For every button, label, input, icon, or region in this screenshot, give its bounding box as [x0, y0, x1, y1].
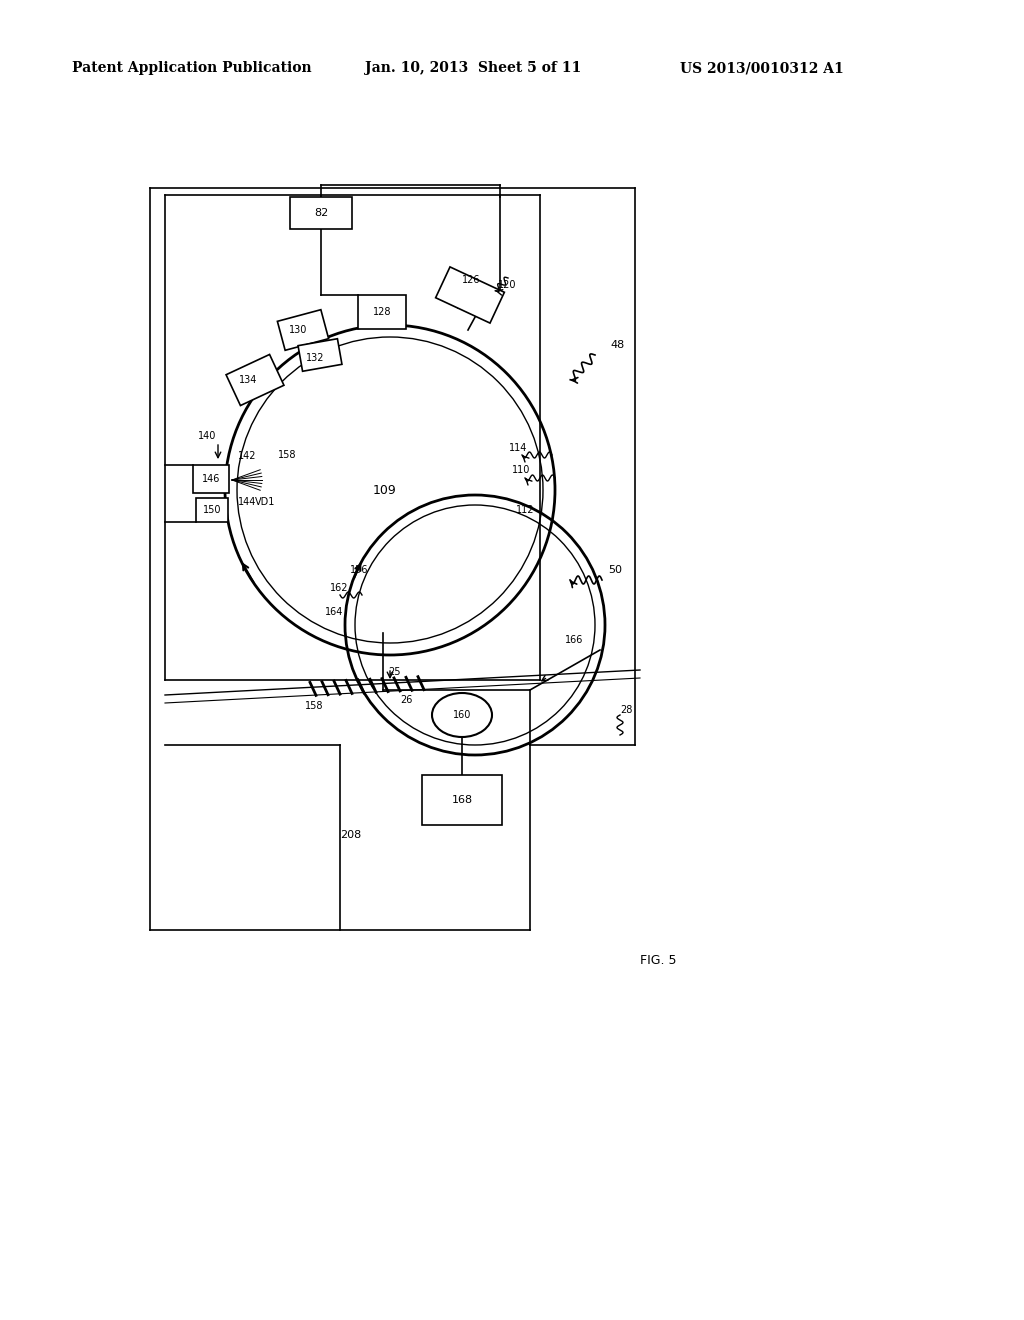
Text: Patent Application Publication: Patent Application Publication — [72, 61, 311, 75]
Text: 166: 166 — [565, 635, 584, 645]
Text: 114: 114 — [509, 444, 527, 453]
Bar — [422, 775, 502, 825]
Text: 130: 130 — [289, 325, 307, 335]
Text: 150: 150 — [203, 506, 221, 515]
Text: 48: 48 — [610, 341, 625, 350]
Text: 132: 132 — [306, 352, 325, 363]
Bar — [435, 267, 505, 323]
Bar — [290, 197, 352, 228]
Text: 144: 144 — [238, 498, 256, 507]
Bar — [278, 310, 329, 350]
Text: 82: 82 — [314, 209, 328, 218]
Text: 158: 158 — [278, 450, 297, 459]
Text: 26: 26 — [400, 696, 413, 705]
Text: 120: 120 — [498, 280, 516, 290]
Bar — [193, 465, 229, 492]
Text: 50: 50 — [608, 565, 622, 576]
Text: 142: 142 — [238, 451, 256, 461]
Text: 112: 112 — [516, 506, 535, 515]
Text: VD1: VD1 — [255, 498, 275, 507]
Text: 134: 134 — [239, 375, 257, 385]
Text: 126: 126 — [462, 275, 480, 285]
Bar — [358, 294, 406, 329]
Text: 158: 158 — [305, 701, 324, 711]
Text: US 2013/0010312 A1: US 2013/0010312 A1 — [680, 61, 844, 75]
Bar — [226, 355, 284, 405]
Text: 146: 146 — [202, 474, 220, 484]
Bar — [298, 339, 342, 371]
Text: 162: 162 — [330, 583, 348, 593]
Text: 28: 28 — [620, 705, 633, 715]
Bar — [196, 498, 228, 521]
Text: 156: 156 — [350, 565, 369, 576]
Text: 128: 128 — [373, 308, 391, 317]
Text: 110: 110 — [512, 465, 530, 475]
Text: Jan. 10, 2013  Sheet 5 of 11: Jan. 10, 2013 Sheet 5 of 11 — [365, 61, 582, 75]
Text: 164: 164 — [325, 607, 343, 616]
Text: 208: 208 — [340, 830, 361, 840]
Text: 25: 25 — [388, 667, 400, 677]
Text: 168: 168 — [452, 795, 472, 805]
Text: FIG. 5: FIG. 5 — [640, 953, 677, 966]
Text: 160: 160 — [453, 710, 471, 719]
Text: 140: 140 — [198, 432, 216, 441]
Text: 109: 109 — [373, 483, 397, 496]
